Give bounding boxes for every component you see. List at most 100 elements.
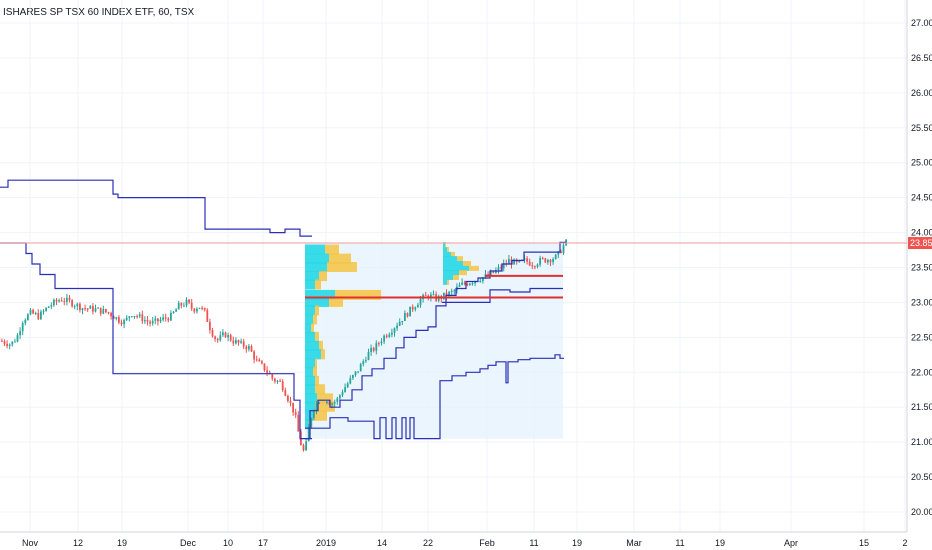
y-tick-label: 22.50 xyxy=(911,332,932,342)
candle-body xyxy=(138,314,141,317)
candle-body xyxy=(112,316,115,319)
last-price: 23.85 xyxy=(0,237,932,250)
candle-body xyxy=(318,402,320,404)
candle-body xyxy=(479,281,482,283)
candle-body xyxy=(380,341,383,344)
candle-body xyxy=(209,321,211,331)
candle-body xyxy=(474,281,476,284)
x-tick-label: 19 xyxy=(572,538,582,548)
candle-body xyxy=(79,303,81,311)
volume-profile-down-bar xyxy=(469,265,479,271)
volume-profile-down-bar xyxy=(315,401,335,412)
volume-profile-up-bar xyxy=(305,358,315,369)
volume-profile-down-bar xyxy=(451,251,455,257)
candle-body xyxy=(500,267,502,269)
candle-body xyxy=(398,321,401,326)
x-tick-label: 19 xyxy=(715,538,725,548)
candle-body xyxy=(261,361,263,364)
candle-body xyxy=(24,319,27,324)
candle-body xyxy=(266,370,268,373)
candle-body xyxy=(105,309,107,313)
candle-body xyxy=(393,328,396,333)
candle-body xyxy=(128,316,131,318)
y-tick-label: 26.00 xyxy=(911,88,932,98)
range-box xyxy=(305,243,563,439)
candle-body xyxy=(34,313,37,315)
poc-lines xyxy=(305,274,563,299)
candle-body xyxy=(346,383,349,388)
candle-body xyxy=(463,282,466,284)
volume-profile-down-bar xyxy=(335,289,381,300)
candle-body xyxy=(378,343,380,345)
candle-body xyxy=(417,304,419,308)
candle-body xyxy=(289,400,292,403)
candle-body xyxy=(63,301,66,303)
candle-body xyxy=(232,340,235,344)
candle-body xyxy=(21,323,24,332)
volume-profile-down-bar xyxy=(447,247,449,253)
candle-body xyxy=(411,306,414,310)
volume-profile-up-bar xyxy=(443,247,447,253)
candle-body xyxy=(86,308,89,310)
candle-body xyxy=(8,344,11,346)
candle-body xyxy=(237,340,240,343)
candle-body xyxy=(222,332,224,336)
x-tick-label: Feb xyxy=(479,538,495,548)
candle-body xyxy=(536,264,539,267)
candle-body xyxy=(115,317,118,319)
volume-profile-up-bar xyxy=(305,305,315,316)
candle-body xyxy=(560,251,562,254)
candle-body xyxy=(170,312,172,321)
volume-profile-down-bar xyxy=(445,242,446,248)
y-tick-label: 20.50 xyxy=(911,472,932,482)
volume-profile-down-bar xyxy=(315,305,319,316)
candle-body xyxy=(315,403,318,411)
volume-profile-up-bar xyxy=(305,244,325,255)
volume-profile-up-bar xyxy=(443,279,447,285)
chart-title: ISHARES SP TSX 60 INDEX ETF, 60, TSX xyxy=(3,7,195,18)
candle-body xyxy=(450,291,453,293)
candle-body xyxy=(53,299,55,306)
x-tick-label: 10 xyxy=(223,538,233,548)
candle-body xyxy=(263,363,266,371)
candle-body xyxy=(276,380,279,382)
candle-body xyxy=(133,316,136,318)
volume-profile-up-bar xyxy=(443,265,469,271)
candle-body xyxy=(40,311,42,320)
candle-body xyxy=(365,359,367,362)
x-tick-label: 22 xyxy=(423,538,433,548)
candle-body xyxy=(419,298,422,305)
candle-body xyxy=(489,271,492,276)
volume-profile-up-bar xyxy=(305,314,313,325)
candle-body xyxy=(352,375,354,379)
candle-body xyxy=(50,305,53,307)
recent-lower-trendline xyxy=(442,287,563,303)
volume-profile-up-bar xyxy=(305,401,315,412)
candle-body xyxy=(190,302,193,309)
candle-body xyxy=(388,334,391,337)
volume-profile-up-bar xyxy=(305,271,319,282)
candle-body xyxy=(424,294,427,296)
x-tick-label: 2019 xyxy=(316,538,336,548)
volume-profile-up-bar xyxy=(305,331,315,342)
candle-body xyxy=(99,307,102,314)
candle-body xyxy=(229,335,232,341)
candle-body xyxy=(55,299,58,302)
candle-body xyxy=(539,258,541,265)
candle-body xyxy=(89,306,92,309)
volume-profile-down-bar xyxy=(313,314,317,325)
candle-body xyxy=(528,261,531,266)
candle-body xyxy=(326,401,328,403)
candle-body xyxy=(258,359,261,362)
candle-body xyxy=(167,318,170,321)
candle-body xyxy=(60,300,63,302)
candle-body xyxy=(123,320,125,325)
volume-profile-up-bar xyxy=(443,251,451,257)
candle-body xyxy=(461,282,463,285)
candle-body xyxy=(541,258,544,260)
candle-body xyxy=(245,346,248,350)
volume-profile-down-bar xyxy=(329,296,343,307)
y-tick-label: 25.00 xyxy=(911,158,932,168)
candle-body xyxy=(201,307,203,309)
